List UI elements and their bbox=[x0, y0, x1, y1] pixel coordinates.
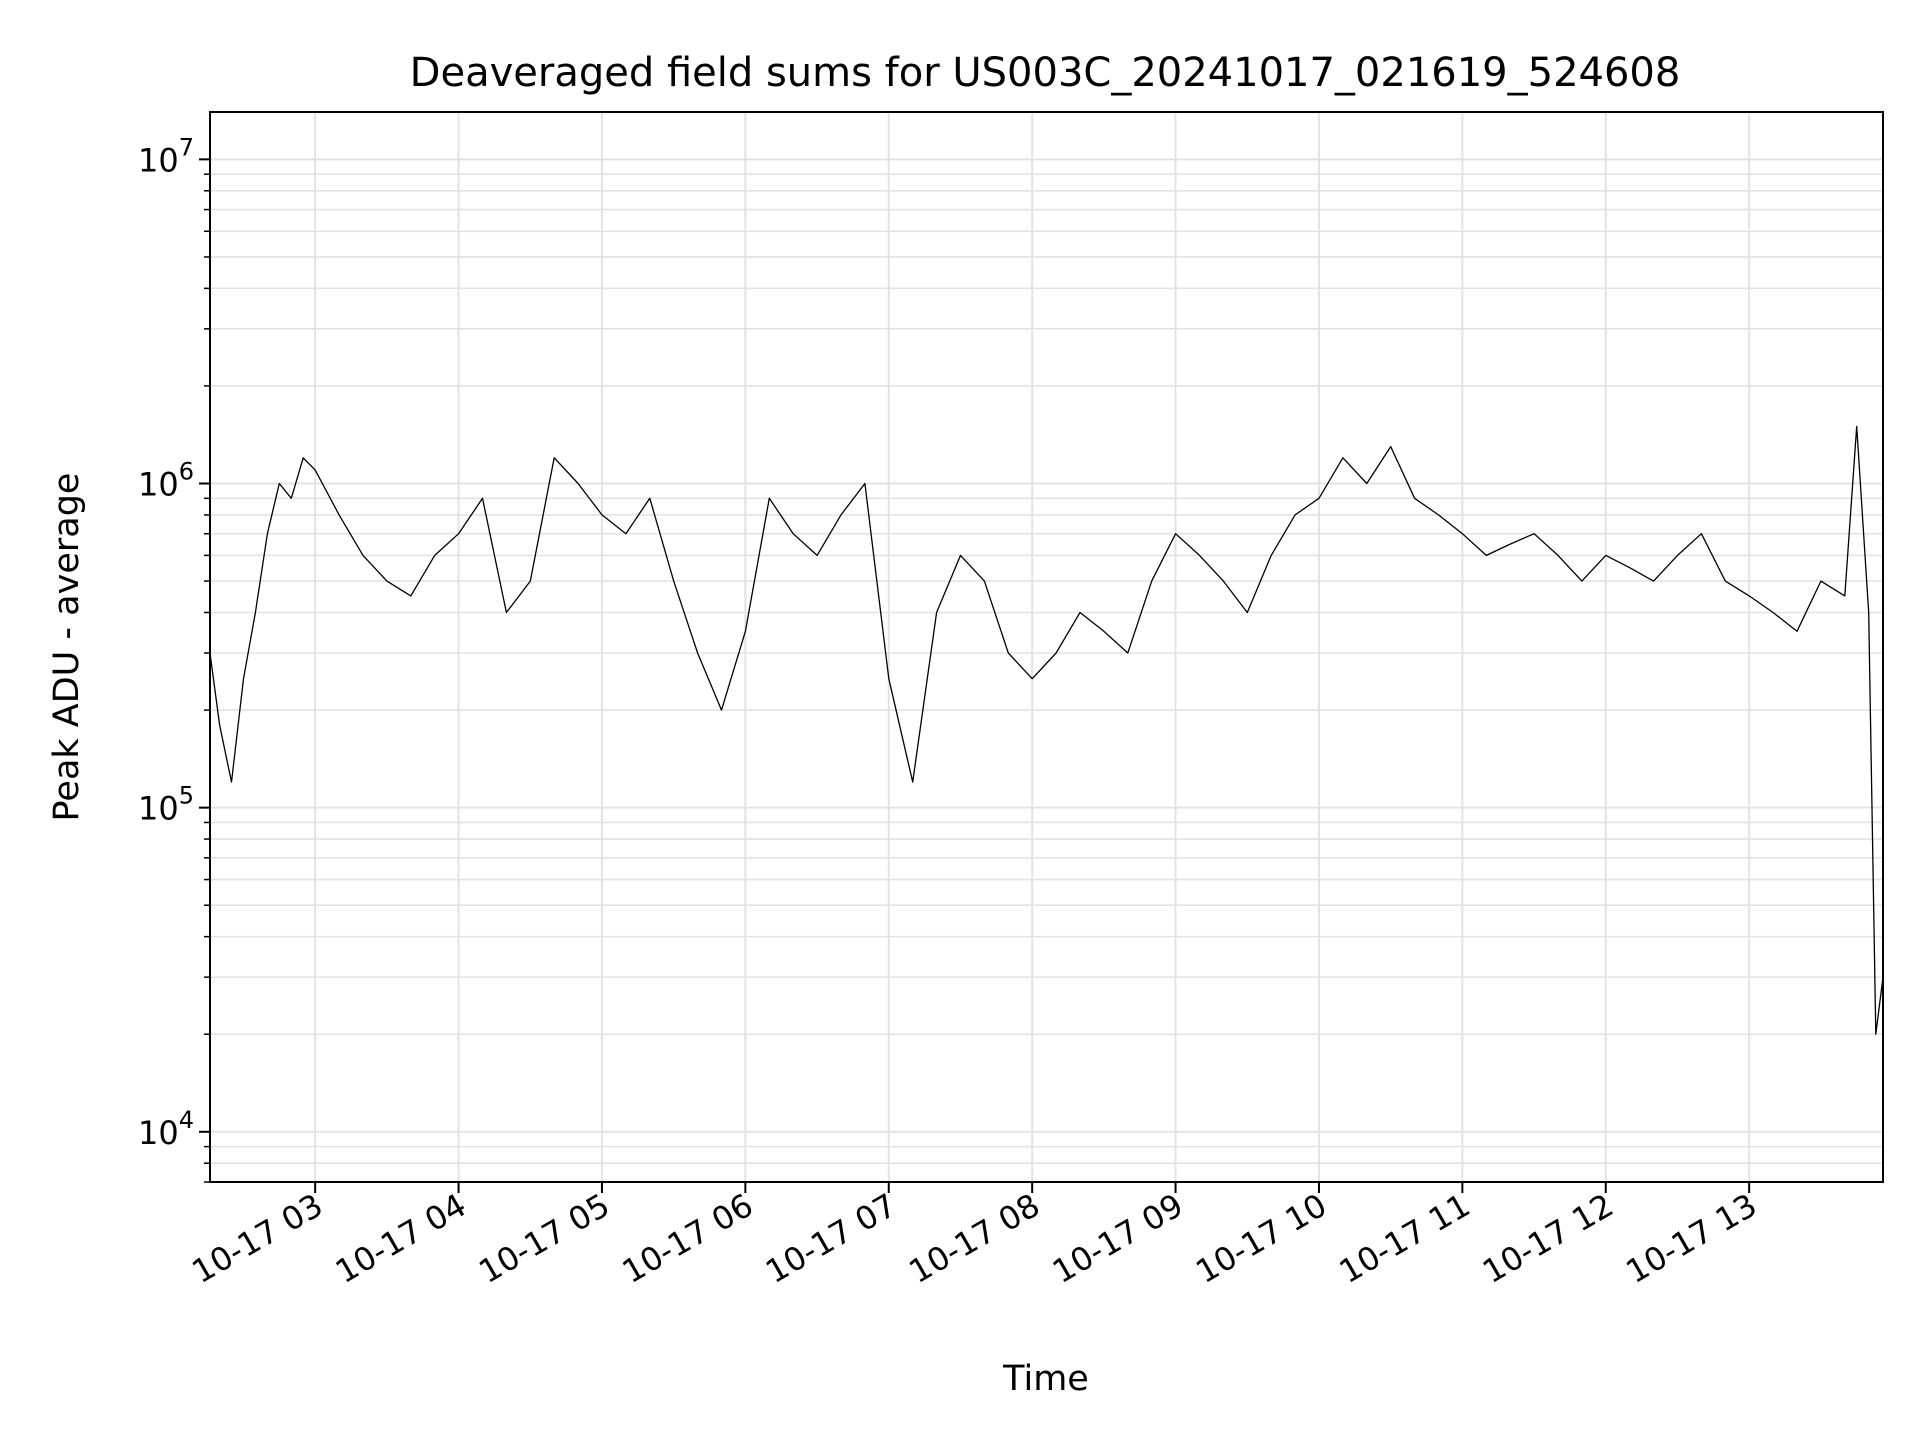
chart-title: Deaveraged field sums for US003C_2024101… bbox=[410, 50, 1681, 96]
series-line bbox=[209, 425, 1884, 1035]
data-series bbox=[209, 425, 1884, 1035]
y-axis-label: Peak ADU - average bbox=[47, 473, 87, 822]
x-axis-label: Time bbox=[1002, 1359, 1089, 1399]
plot-frame bbox=[209, 111, 1884, 1183]
y-tick-label: 105 bbox=[138, 782, 194, 828]
y-tick-label: 107 bbox=[138, 133, 194, 179]
y-tick-label: 104 bbox=[138, 1106, 194, 1152]
y-tick-label: 106 bbox=[138, 458, 194, 504]
grid bbox=[210, 112, 1883, 1183]
